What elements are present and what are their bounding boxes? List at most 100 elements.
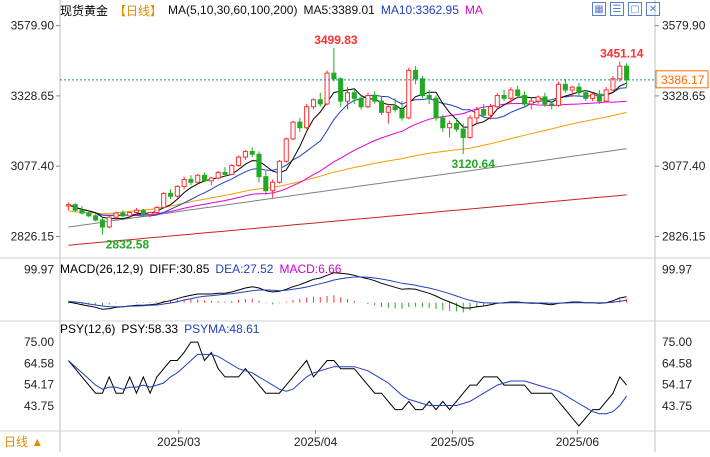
candle-body	[590, 93, 596, 99]
candle-body	[358, 97, 364, 108]
macd-title[interactable]: MACD(26,12,9)	[60, 262, 144, 276]
candle-body	[624, 65, 630, 81]
candle-body	[487, 106, 493, 116]
candle-body	[72, 204, 78, 211]
psy-y-tick-right: 54.17	[662, 378, 692, 392]
candle-body	[344, 92, 351, 102]
candle-body	[304, 106, 310, 129]
candle-body	[297, 121, 303, 129]
candle-body	[324, 72, 330, 105]
candle-body	[208, 177, 214, 182]
toolbar: ▦ ☰ ▢ ✕	[592, 2, 660, 16]
candle-body	[113, 212, 119, 218]
psy-y-tick-left: 54.17	[24, 378, 54, 392]
y-tick-label-right: 2826.15	[662, 229, 706, 243]
period-label[interactable]: 【日线】	[114, 3, 163, 18]
ma5-value: MA5:3389.01	[303, 3, 375, 17]
x-tick-label: 2025/03	[157, 435, 201, 449]
macd-header: MACD(26,12,9) DIFF:30.85 DEA:27.52 MACD:…	[60, 262, 341, 276]
candle-body	[576, 86, 582, 94]
x-tick-label: 2025/05	[431, 435, 475, 449]
psy-title[interactable]: PSY(12,6)	[60, 322, 116, 336]
macd-dea-line	[68, 276, 627, 308]
candle-body	[236, 156, 242, 166]
macd-y-tick-left: 99.97	[24, 262, 54, 276]
candle-body	[583, 92, 589, 99]
candle-body	[195, 174, 201, 183]
y-tick-label-right: 3579.90	[662, 19, 706, 33]
candle-body	[283, 138, 289, 162]
psy-y-tick-right: 75.00	[662, 335, 692, 349]
period-switch[interactable]: 日线 ▲	[4, 435, 44, 449]
candle-body	[460, 128, 466, 139]
ma-indicator-title[interactable]: MA(5,10,30,60,100,200)	[168, 3, 298, 17]
candle-body	[215, 171, 221, 179]
candle-body	[494, 95, 500, 108]
high-annotation: 3451.14	[600, 47, 644, 61]
macd-histogram-value: MACD:6.66	[279, 262, 342, 276]
candle-body	[365, 95, 371, 108]
candle-body	[406, 69, 412, 119]
candle-body	[555, 83, 562, 106]
candle-body	[270, 181, 276, 192]
candle-body	[174, 185, 180, 197]
candle-body	[481, 109, 487, 116]
psy-y-tick-left: 64.58	[24, 356, 54, 370]
candle-body	[453, 123, 459, 130]
candle-body	[467, 117, 473, 138]
y-tick-label-left: 2826.15	[11, 229, 55, 243]
psy-header: PSY(12,6) PSY:58.33 PSYMA:48.61	[60, 322, 259, 336]
psyma-line	[68, 353, 628, 415]
candle-body	[542, 96, 548, 105]
candle-body	[147, 211, 153, 215]
candle-body	[106, 216, 112, 228]
candle-body	[440, 117, 446, 129]
candle-body	[154, 206, 160, 213]
list-icon[interactable]: ☰	[610, 2, 624, 16]
instrument-title: 现货黄金	[60, 3, 109, 18]
close-icon[interactable]: ✕	[646, 2, 660, 16]
candle-body	[249, 150, 255, 155]
ma30-line	[68, 100, 627, 216]
psy-y-tick-right: 64.58	[662, 356, 692, 370]
candle-body	[242, 150, 248, 158]
ma200-line	[68, 194, 627, 246]
candle-body	[317, 99, 323, 105]
psy-value: PSY:58.33	[121, 322, 179, 336]
candle-body	[426, 95, 432, 99]
psy-y-tick-left: 43.75	[24, 399, 54, 413]
candle-body	[188, 178, 194, 183]
candle-body	[549, 103, 555, 106]
ma100-line	[68, 148, 627, 228]
candle-body	[392, 106, 398, 111]
grid-icon[interactable]: ▦	[592, 2, 606, 16]
candle-body	[310, 99, 317, 108]
candle-body	[181, 178, 187, 187]
candle-body	[99, 219, 105, 228]
candle-body	[65, 204, 71, 207]
candle-body	[202, 174, 208, 182]
candle-body	[610, 78, 616, 91]
low-annotation: 2832.58	[106, 238, 150, 252]
candle-body	[617, 65, 623, 80]
window-icon[interactable]: ▢	[628, 2, 642, 16]
candle-body	[596, 93, 602, 102]
y-tick-label-right: 3077.40	[662, 159, 706, 173]
psy-line	[68, 341, 627, 427]
candle-body	[79, 209, 85, 214]
candle-body	[419, 78, 425, 97]
candle-body	[120, 212, 126, 217]
candle-body	[127, 211, 133, 217]
candle-body	[372, 95, 378, 102]
low-annotation: 3120.64	[452, 157, 496, 171]
candle-body	[508, 89, 514, 99]
high-annotation: 3499.83	[314, 33, 358, 47]
candle-body	[140, 209, 146, 215]
current-price-label: 3386.17	[661, 73, 705, 87]
chart-header: 现货黄金 【日线】 MA(5,10,30,60,100,200) MA5:338…	[60, 2, 483, 18]
candle-body	[133, 209, 140, 213]
candle-body	[528, 100, 534, 105]
candle-body	[413, 69, 419, 80]
candle-body	[521, 95, 528, 105]
